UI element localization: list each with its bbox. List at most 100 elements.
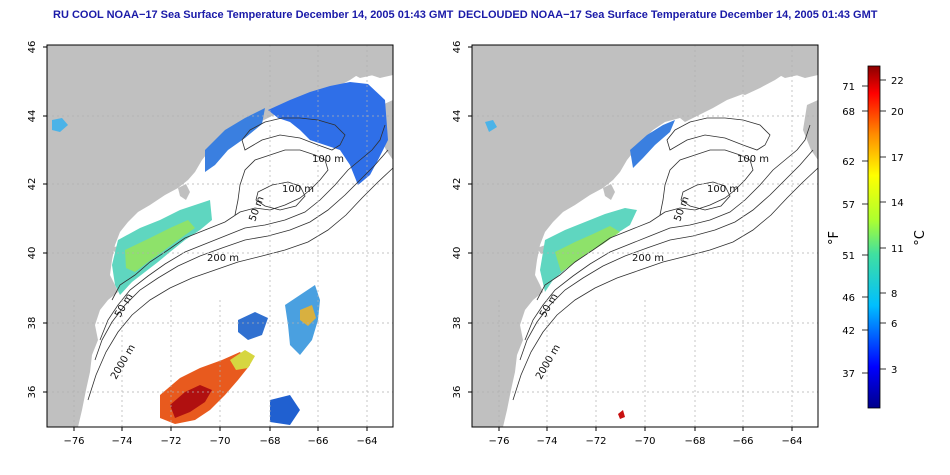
right-sst-shelf-green xyxy=(555,226,620,272)
left-contour-2000m xyxy=(87,167,393,401)
celsius-tick: 17 xyxy=(891,153,904,164)
left-sst-gulf-stream-red xyxy=(170,385,212,418)
right-y-tick-label: 38 xyxy=(452,317,463,330)
left-land-cape-breton xyxy=(345,60,393,78)
celsius-tick: 6 xyxy=(891,319,897,330)
left-x-tick-label: −64 xyxy=(356,436,377,447)
right-x-tick-label: −64 xyxy=(781,436,802,447)
left-sst-shelf-green xyxy=(125,220,195,272)
left-sst-se-corner xyxy=(270,395,300,425)
left-y-tick-label: 46 xyxy=(27,41,38,54)
left-grid xyxy=(47,45,393,427)
right-land-nova-scotia xyxy=(680,80,755,122)
right-x-tick-label: −70 xyxy=(634,436,655,447)
right-y-axis: 36 38 40 42 44 46 xyxy=(452,41,472,399)
right-x-tick-label: −66 xyxy=(732,436,753,447)
left-x-axis: −76 −74 −72 −70 −68 −66 −64 xyxy=(63,427,378,447)
left-x-tick-label: −70 xyxy=(209,436,230,447)
fahrenheit-tick: 37 xyxy=(842,369,855,380)
right-contour-label-1: 100 m xyxy=(737,154,769,165)
left-contour-basin xyxy=(241,117,346,151)
celsius-tick: 22 xyxy=(891,76,904,87)
fahrenheit-tick: 51 xyxy=(842,251,855,262)
right-contour-basin xyxy=(666,117,771,151)
colorbar-tick-marks xyxy=(862,79,886,374)
left-sst-offshore-yellow xyxy=(230,350,255,370)
left-sst-cape-cod-patch xyxy=(52,118,68,132)
fahrenheit-tick: 46 xyxy=(842,293,855,304)
right-contour-50m xyxy=(536,149,754,301)
right-sst-gulf-of-maine xyxy=(630,120,675,168)
left-map[interactable]: 100 m 100 m 50 m 200 m 50 m 2000 m −76 −… xyxy=(27,41,394,447)
right-y-tick-label: 44 xyxy=(452,110,463,123)
left-land-cape-cod xyxy=(178,184,190,200)
colorbar: 71 68 62 57 51 46 42 37 22 20 17 14 11 8 xyxy=(827,65,928,409)
right-y-tick-label: 42 xyxy=(452,178,463,191)
right-y-tick-label: 36 xyxy=(452,386,463,399)
right-contour-label-2: 100 m xyxy=(707,184,739,195)
left-y-tick-label: 40 xyxy=(27,247,38,260)
right-contour-200m xyxy=(519,149,814,361)
celsius-tick: 11 xyxy=(891,244,904,255)
left-sst-offshore-yellow2 xyxy=(300,305,316,326)
left-contour-200m xyxy=(94,149,389,361)
colorbar-celsius-ticks: 22 20 17 14 11 8 6 3 xyxy=(891,76,904,376)
right-map-title: DECLOUDED NOAA−17 Sea Surface Temperatur… xyxy=(458,9,878,21)
right-land-newfoundland xyxy=(803,100,818,160)
colorbar-fahrenheit-ticks: 71 68 62 57 51 46 42 37 xyxy=(842,82,855,380)
celsius-tick: 8 xyxy=(891,289,897,300)
right-contour-2000m xyxy=(512,167,818,401)
fahrenheit-tick: 57 xyxy=(842,200,855,211)
right-land-cape-cod xyxy=(603,184,615,200)
fahrenheit-tick: 68 xyxy=(842,107,855,118)
left-sst-offshore-blue2 xyxy=(238,312,268,340)
right-grid xyxy=(472,45,818,427)
left-y-tick-label: 44 xyxy=(27,110,38,123)
left-sst-gulf-of-maine xyxy=(205,108,265,172)
right-y-tick-label: 46 xyxy=(452,41,463,54)
left-y-axis: 36 38 40 42 44 46 xyxy=(27,41,47,399)
right-sst-cape-cod-patch xyxy=(485,120,497,132)
right-land-cape-breton xyxy=(770,60,818,78)
left-y-tick-label: 38 xyxy=(27,317,38,330)
right-x-tick-label: −76 xyxy=(488,436,509,447)
left-sst-scotian-shelf xyxy=(268,82,388,185)
right-x-tick-label: −68 xyxy=(684,436,705,447)
left-contour-100m xyxy=(99,124,386,341)
left-x-tick-label: −74 xyxy=(111,436,132,447)
left-x-tick-label: −66 xyxy=(307,436,328,447)
celsius-tick: 3 xyxy=(891,365,897,376)
left-map-title: RU COOL NOAA−17 Sea Surface Temperature … xyxy=(53,9,454,21)
fahrenheit-tick: 71 xyxy=(842,82,855,93)
right-sst-red-spot xyxy=(618,410,625,419)
right-x-axis: −76 −74 −72 −70 −68 −66 −64 xyxy=(488,427,803,447)
right-contour-georges xyxy=(680,181,731,211)
left-x-tick-label: −68 xyxy=(259,436,280,447)
right-x-tick-label: −72 xyxy=(585,436,606,447)
left-contour-label-1: 100 m xyxy=(312,154,344,165)
left-y-tick-label: 36 xyxy=(27,386,38,399)
colorbar-celsius-label: °C xyxy=(913,230,928,246)
left-contour-georges xyxy=(255,181,306,211)
left-x-tick-label: −72 xyxy=(160,436,181,447)
right-land-pei xyxy=(745,58,765,68)
left-x-tick-label: −76 xyxy=(63,436,84,447)
fahrenheit-tick: 62 xyxy=(842,157,855,168)
colorbar-fahrenheit-label: °F xyxy=(827,231,842,245)
left-contour-50m xyxy=(111,149,329,301)
left-land-mainland xyxy=(47,45,393,427)
right-land-mainland xyxy=(472,45,818,427)
fahrenheit-tick: 42 xyxy=(842,326,855,337)
right-x-tick-label: −74 xyxy=(536,436,557,447)
right-y-tick-label: 40 xyxy=(452,247,463,260)
right-contour-label-4: 200 m xyxy=(632,253,664,264)
celsius-tick: 14 xyxy=(891,198,904,209)
colorbar-gradient xyxy=(867,65,881,409)
right-map[interactable]: 100 m 100 m 50 m 200 m 50 m 2000 m −76 −… xyxy=(452,41,819,447)
right-contour-100m xyxy=(524,124,811,341)
left-contour-label-2: 100 m xyxy=(282,184,314,195)
left-y-tick-label: 42 xyxy=(27,178,38,191)
left-land-pei xyxy=(320,58,340,68)
left-contour-label-4: 200 m xyxy=(207,253,239,264)
